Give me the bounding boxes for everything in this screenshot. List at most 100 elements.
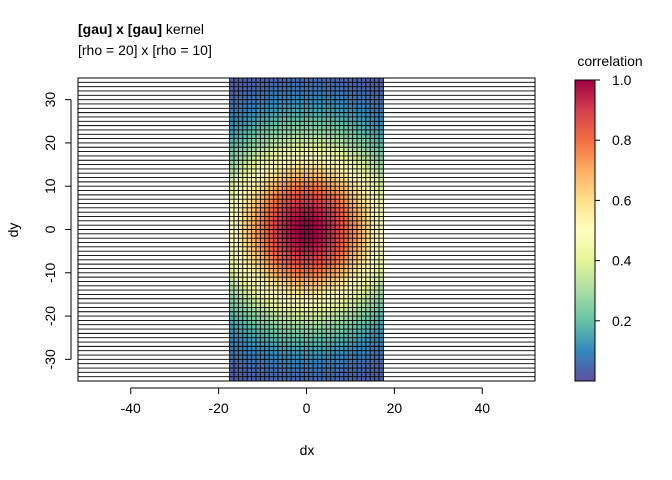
heatmap-cell	[286, 320, 292, 326]
heatmap-cell	[357, 290, 362, 295]
heatmap-cell	[269, 290, 274, 295]
heatmap-cell	[242, 86, 248, 92]
heatmap-cell	[370, 199, 375, 204]
heatmap-cell	[255, 363, 261, 369]
heatmap-cell	[277, 294, 283, 300]
heatmap-cell	[343, 212, 349, 217]
x-tick-label: 40	[474, 400, 490, 416]
heatmap-cell	[264, 116, 270, 122]
heatmap-cell	[295, 246, 301, 252]
heatmap-cell	[379, 181, 384, 187]
heatmap-cell	[273, 320, 279, 326]
heatmap-cell	[348, 376, 353, 382]
heatmap-cell	[291, 173, 296, 178]
heatmap-cell	[269, 376, 274, 382]
heatmap-cell	[313, 316, 318, 321]
heatmap-cell	[308, 199, 314, 204]
heatmap-cell	[229, 233, 235, 239]
heatmap-cell	[242, 99, 248, 105]
heatmap-cell	[233, 251, 239, 256]
heatmap-cell	[260, 272, 266, 278]
heatmap-cell	[335, 177, 340, 183]
heatmap-cell	[251, 285, 257, 291]
heatmap-cell	[370, 242, 375, 248]
heatmap-cell	[282, 272, 288, 278]
heatmap-cell	[370, 316, 375, 321]
heatmap-cell	[299, 108, 305, 113]
heatmap-cell	[269, 216, 274, 222]
heatmap-cell	[370, 160, 375, 165]
heatmap-cell	[286, 238, 292, 243]
heatmap-cell	[251, 311, 257, 317]
heatmap-cell	[357, 376, 362, 382]
heatmap-cell	[251, 376, 257, 382]
heatmap-cell	[330, 186, 336, 191]
colorbar-tick-label: 0.6	[612, 192, 632, 208]
heatmap-cell	[247, 259, 252, 265]
heatmap-cell	[339, 342, 345, 347]
heatmap-cell	[291, 368, 296, 373]
heatmap-cell	[273, 134, 279, 139]
heatmap-cell	[330, 220, 336, 226]
heatmap-cell	[357, 316, 362, 321]
heatmap-cell	[348, 82, 353, 87]
heatmap-cell	[357, 372, 362, 377]
heatmap-cell	[313, 246, 318, 252]
heatmap-cell	[330, 294, 336, 300]
heatmap-cell	[379, 190, 384, 196]
heatmap-cell	[308, 129, 314, 135]
heatmap-cell	[273, 112, 279, 118]
heatmap-cell	[299, 372, 305, 377]
heatmap-cell	[313, 298, 318, 304]
heatmap-cell	[357, 238, 362, 243]
heatmap-cell	[370, 251, 375, 256]
heatmap-cell	[291, 155, 296, 161]
heatmap-cell	[304, 164, 309, 170]
heatmap-cell	[251, 251, 257, 256]
heatmap-cell	[229, 281, 235, 287]
heatmap-cell	[308, 138, 314, 144]
heatmap-cell	[269, 86, 274, 92]
heatmap-cell	[247, 190, 252, 196]
heatmap-cell	[242, 177, 248, 183]
heatmap-cell	[365, 307, 371, 313]
heatmap-cell	[286, 264, 292, 269]
heatmap-cell	[317, 324, 323, 330]
heatmap-cell	[326, 177, 331, 183]
heatmap-cell	[251, 242, 257, 248]
heatmap-cell	[379, 320, 384, 326]
heatmap-cell	[321, 290, 327, 295]
heatmap-cell	[370, 173, 375, 178]
heatmap-cell	[357, 355, 362, 360]
heatmap-cell	[233, 285, 239, 291]
heatmap-cell	[357, 155, 362, 161]
heatmap-cell	[335, 251, 340, 256]
heatmap-cell	[255, 376, 261, 382]
heatmap-cell	[229, 346, 235, 351]
heatmap-cell	[352, 108, 358, 113]
heatmap-cell	[255, 90, 261, 96]
heatmap-cell	[264, 333, 270, 339]
heatmap-cell	[335, 90, 340, 96]
heatmap-cell	[348, 216, 353, 222]
heatmap-cell	[335, 272, 340, 278]
heatmap-cell	[282, 190, 288, 196]
heatmap-cell	[304, 194, 309, 200]
heatmap-cell	[251, 108, 257, 113]
heatmap-cell	[304, 268, 309, 274]
heatmap-cell	[238, 99, 244, 105]
heatmap-cell	[260, 199, 266, 204]
heatmap-cell	[352, 116, 358, 122]
heatmap-cell	[317, 251, 323, 256]
heatmap-cell	[348, 294, 353, 300]
heatmap-cell	[299, 216, 305, 222]
heatmap-cell	[379, 186, 384, 191]
heatmap-cell	[295, 103, 301, 109]
heatmap-cell	[330, 350, 336, 356]
heatmap-cell	[260, 129, 266, 135]
heatmap-cell	[295, 164, 301, 170]
heatmap-cell	[335, 99, 340, 105]
heatmap-cell	[282, 116, 288, 122]
heatmap-cell	[370, 177, 375, 183]
heatmap-cell	[335, 147, 340, 152]
